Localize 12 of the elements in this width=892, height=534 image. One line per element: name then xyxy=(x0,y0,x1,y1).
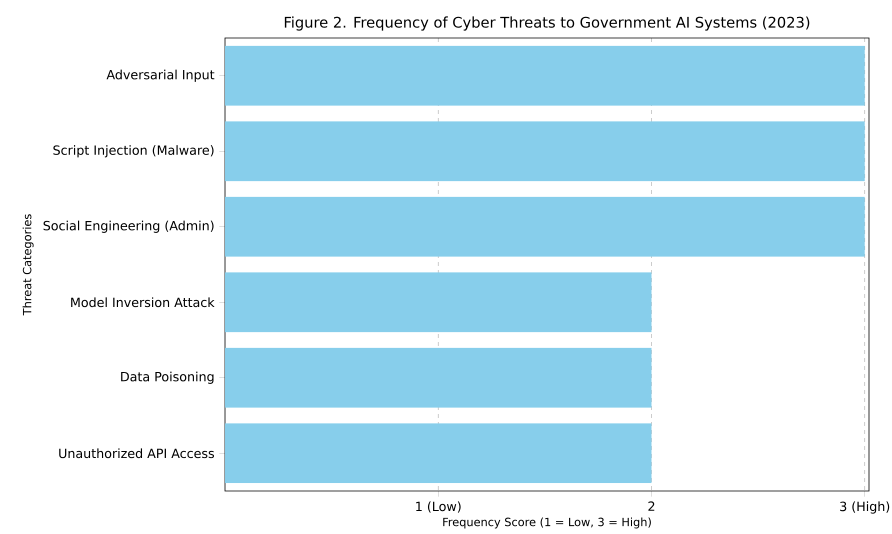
y-tick-label: Model Inversion Attack xyxy=(71,297,215,308)
y-tick-label: Unauthorized API Access xyxy=(59,448,214,458)
chart-title: Figure 2. Frequency of Cyber Threats to Government AI Systems (2023) xyxy=(284,16,810,31)
y-tick-label: Adversarial Input xyxy=(106,70,214,82)
x-tick-label: 2 xyxy=(648,501,654,511)
y-tick-label: Script Injection (Malware) xyxy=(53,145,214,158)
y-tick-label: Social Engineering (Admin) xyxy=(44,220,214,233)
x-axis-title: Frequency Score (1 = Low, 3 = High) xyxy=(443,517,651,528)
y-tick-label: Data Poisoning xyxy=(121,372,214,384)
x-tick-label: 1 (Low) xyxy=(416,501,461,513)
y-axis-title: Threat Categories xyxy=(22,214,34,316)
x-tick-label: 3 (High) xyxy=(840,501,890,514)
